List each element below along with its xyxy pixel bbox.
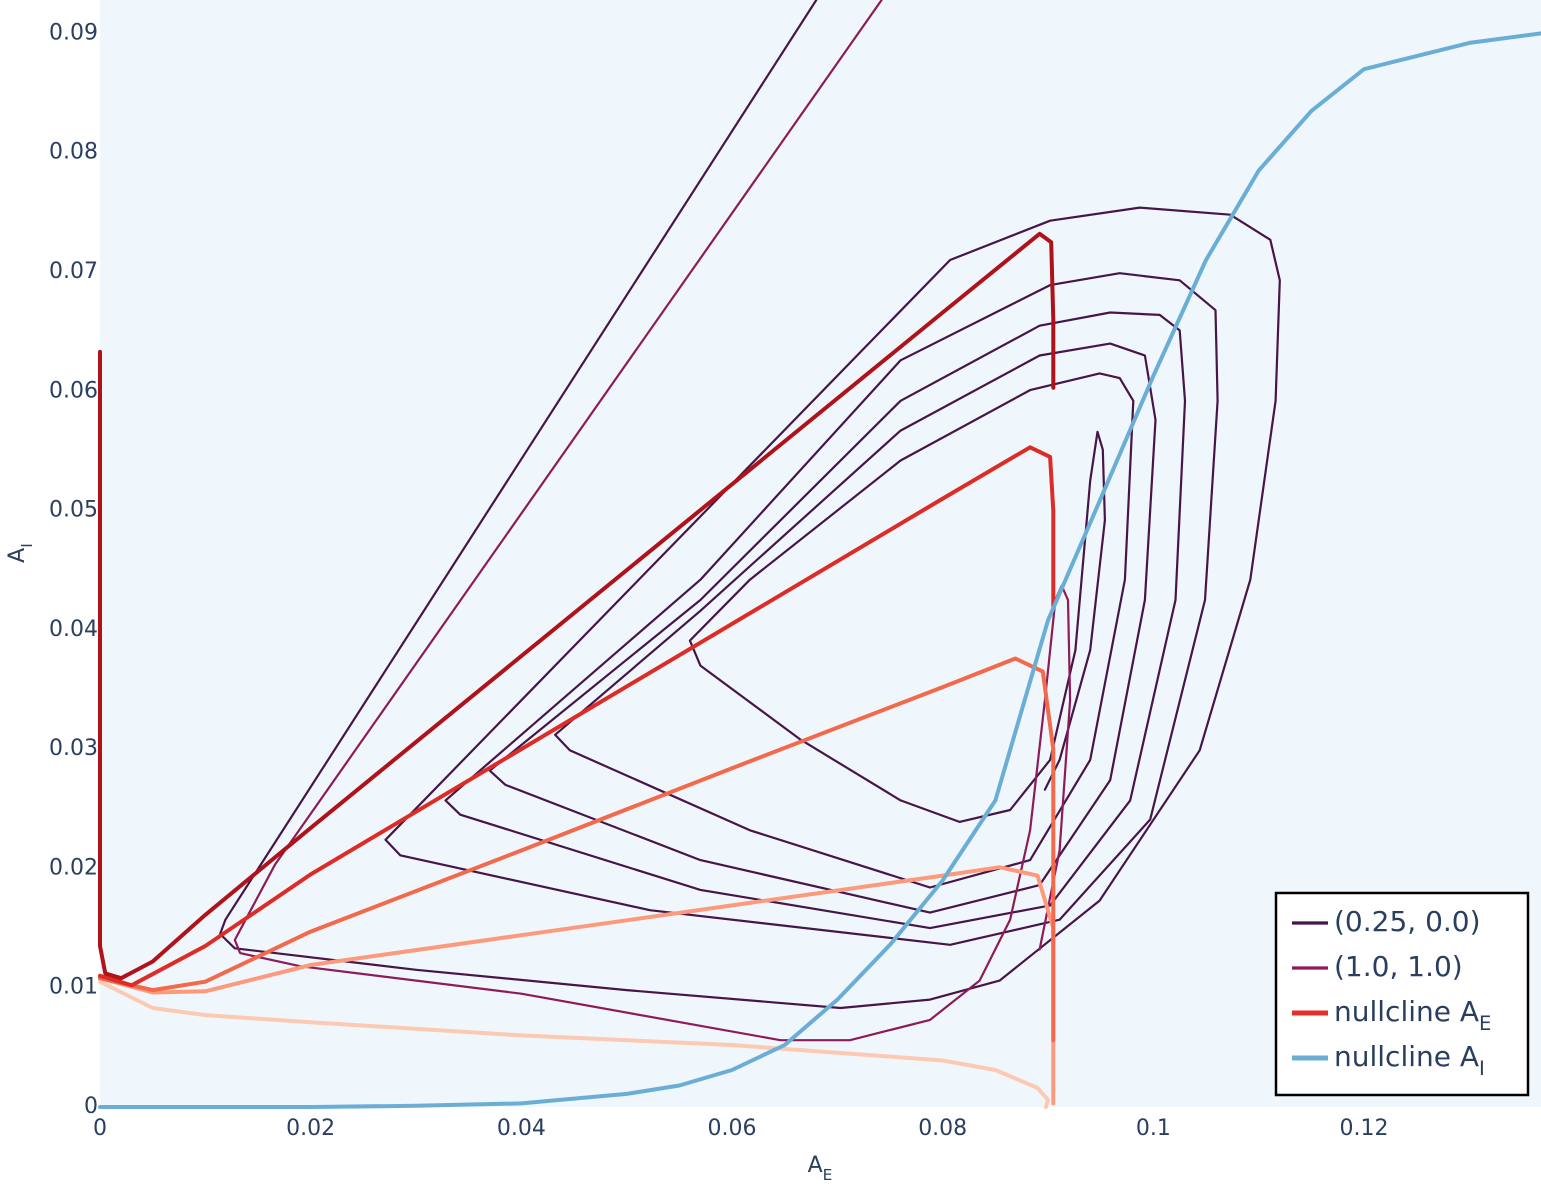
- legend-label: (1.0, 1.0): [1334, 950, 1463, 983]
- y-axis-label: A_I: [5, 543, 36, 563]
- legend-label: nullcline A_I: [1334, 1040, 1485, 1080]
- y-tick-label: 0.01: [49, 975, 98, 1000]
- y-tick-label: 0: [84, 1094, 98, 1119]
- y-tick-label: 0.05: [49, 498, 98, 523]
- y-tick-label: 0.03: [49, 736, 98, 761]
- x-tick-label: 0.06: [708, 1116, 757, 1141]
- curve: [219, 0, 1281, 1010]
- y-tick-label: 0.06: [49, 378, 98, 403]
- curves: [98, 0, 1541, 1109]
- x-tick-label: 0.04: [497, 1116, 546, 1141]
- x-axis-label: A_E: [808, 1153, 833, 1184]
- x-tick-label: 0.1: [1136, 1116, 1171, 1141]
- curve: [98, 445, 1056, 988]
- curve: [233, 0, 1072, 1042]
- curve: [98, 231, 1056, 981]
- legend-label: (0.25, 0.0): [1334, 905, 1481, 938]
- x-tick-label: 0.08: [918, 1116, 967, 1141]
- x-tick-label: 0.12: [1340, 1116, 1389, 1141]
- y-tick-label: 0.07: [49, 259, 98, 284]
- x-tick-label: 0: [93, 1116, 107, 1141]
- curve: [98, 31, 1541, 1109]
- curve: [98, 865, 1056, 1106]
- curve: [98, 979, 1050, 1109]
- x-tick-label: 0.02: [286, 1116, 335, 1141]
- legend-label: nullcline A_E: [1334, 995, 1491, 1035]
- y-tick-label: 0.08: [49, 140, 98, 165]
- legend-box: [1274, 891, 1530, 1097]
- y-tick-label: 0.09: [49, 20, 98, 45]
- y-tick-label: 0.04: [49, 617, 98, 642]
- y-tick-label: 0.02: [49, 855, 98, 880]
- curve: [98, 656, 1056, 1043]
